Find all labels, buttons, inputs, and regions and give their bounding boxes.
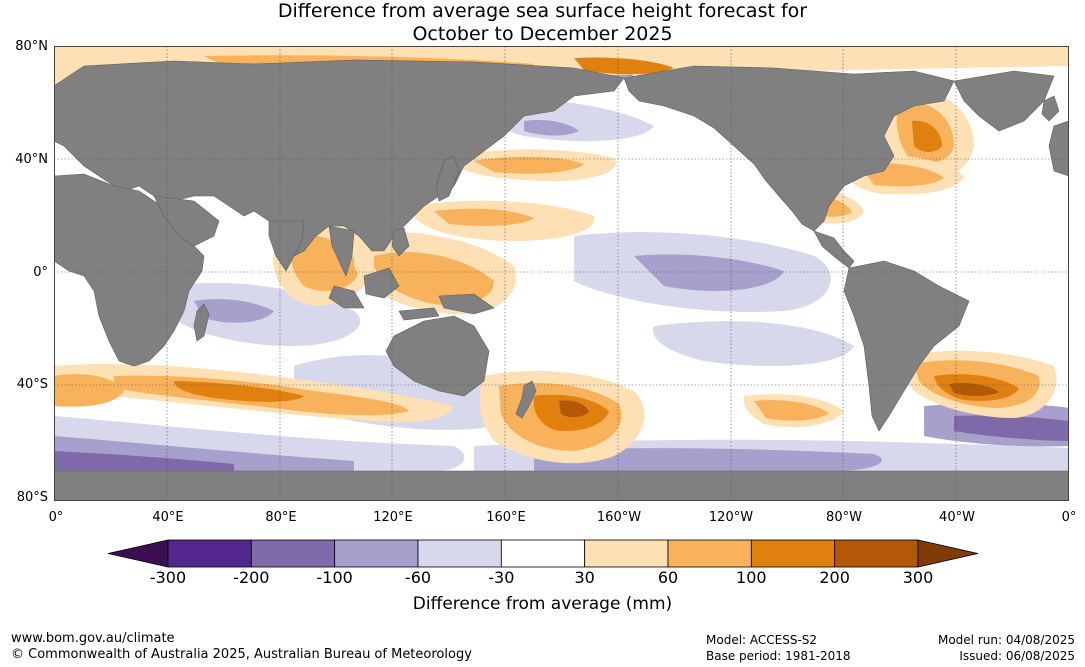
graticule bbox=[54, 46, 1069, 501]
colorbar-swatch bbox=[834, 539, 919, 568]
lat-label-80s: 80°S bbox=[16, 490, 48, 505]
colorbar-tick-label: -300 bbox=[149, 568, 187, 587]
lon-label-0-right: 0° bbox=[1061, 510, 1077, 525]
footer-base-period: Base period: 1981-2018 bbox=[706, 649, 851, 663]
land-masses bbox=[54, 59, 1069, 501]
lon-label-160w: 160°W bbox=[596, 510, 642, 525]
colorbar-tick-label: 60 bbox=[657, 568, 679, 587]
map-canvas bbox=[54, 46, 1069, 501]
lat-label-40n: 40°N bbox=[15, 152, 48, 167]
colorbar-arrow-low bbox=[107, 539, 169, 568]
footer-model: Model: ACCESS-S2 bbox=[706, 633, 818, 647]
colorbar-swatches bbox=[107, 539, 979, 568]
lat-label-equator: 0° bbox=[33, 265, 48, 280]
lon-label-40w: 40°W bbox=[939, 510, 975, 525]
colorbar-arrow-high bbox=[917, 539, 979, 568]
colorbar-tick-label: 300 bbox=[902, 568, 934, 587]
colorbar-tick-label: -100 bbox=[316, 568, 353, 587]
lon-label-0-left: 0° bbox=[48, 510, 64, 525]
footer-issued: Issued: 06/08/2025 bbox=[959, 649, 1075, 663]
footer-model-run: Model run: 04/08/2025 bbox=[937, 633, 1075, 647]
lon-label-120e: 120°E bbox=[373, 510, 413, 525]
colorbar-swatch bbox=[750, 539, 836, 568]
lat-label-40s: 40°S bbox=[16, 377, 48, 392]
colorbar-label: Difference from average (mm) bbox=[412, 594, 673, 614]
colorbar-swatch bbox=[167, 539, 252, 568]
colorbar-swatch bbox=[500, 539, 586, 568]
colorbar-swatch bbox=[584, 539, 669, 568]
footer-url: www.bom.gov.au/climate bbox=[11, 631, 175, 646]
colorbar-tick-label: 100 bbox=[736, 568, 767, 587]
colorbar-swatch bbox=[667, 539, 752, 568]
colorbar-swatch bbox=[250, 539, 336, 568]
sea-height-map bbox=[54, 46, 1069, 501]
colorbar-tick-label: 30 bbox=[574, 568, 595, 587]
colorbar-tick-label: 200 bbox=[819, 568, 850, 587]
lon-label-80w: 80°W bbox=[826, 510, 862, 525]
lon-label-40e: 40°E bbox=[152, 510, 184, 525]
colorbar-tick-label: -30 bbox=[488, 568, 515, 587]
map-title: Difference from average sea surface heig… bbox=[0, 0, 1085, 46]
colorbar-tick-label: -60 bbox=[404, 568, 432, 587]
title-line-1: Difference from average sea surface heig… bbox=[277, 0, 808, 22]
lat-label-80n: 80°N bbox=[15, 39, 48, 54]
colorbar-tick-label: -200 bbox=[233, 568, 270, 587]
lon-label-160e: 160°E bbox=[486, 510, 526, 525]
title-line-2: October to December 2025 bbox=[412, 23, 673, 45]
colorbar-swatch bbox=[417, 539, 502, 568]
anomaly-fields bbox=[54, 46, 1069, 474]
footer-copyright: © Commonwealth of Australia 2025, Austra… bbox=[11, 647, 472, 662]
lon-label-120w: 120°W bbox=[708, 510, 754, 525]
lon-label-80e: 80°E bbox=[265, 510, 297, 525]
colorbar-swatch bbox=[334, 539, 419, 568]
map-frame bbox=[54, 46, 1069, 501]
